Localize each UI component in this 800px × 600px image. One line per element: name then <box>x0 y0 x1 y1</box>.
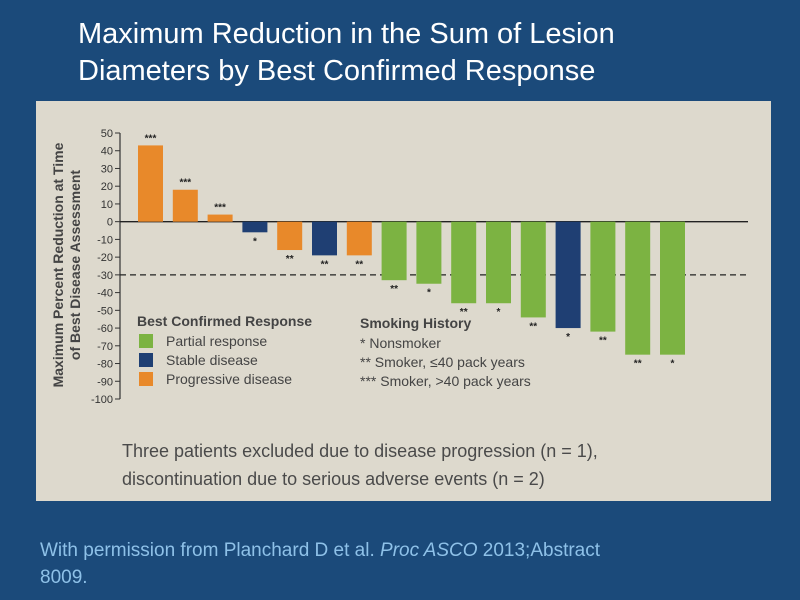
bar <box>625 221 651 355</box>
bars: ************ ** **** *** **** **** * <box>138 133 685 370</box>
y-tick-label: -90 <box>97 376 113 388</box>
bar <box>451 221 477 304</box>
citation: With permission from Planchard D et al. … <box>40 537 760 591</box>
y-tick-label: -60 <box>97 323 113 335</box>
y-tick-label: 20 <box>101 181 113 193</box>
footnote-line2: discontinuation due to serious adverse e… <box>122 469 545 489</box>
bar <box>590 221 616 332</box>
bar <box>138 145 163 222</box>
bar <box>381 221 407 281</box>
y-tick-label: -30 <box>97 270 113 282</box>
y-tick-label: -50 <box>97 305 113 317</box>
bar-smoking-label: * <box>497 307 501 318</box>
footnote: Three patients excluded due to disease p… <box>122 437 742 493</box>
bar-smoking-label: ** <box>321 259 329 270</box>
slide-title-line1: Maximum Reduction in the Sum of Lesion <box>78 18 615 50</box>
legend-response-item: Partial response <box>166 333 267 349</box>
bar-smoking-label: * <box>671 359 675 370</box>
bar <box>172 189 198 222</box>
citation-journal: Proc ASCO <box>380 540 478 561</box>
footnote-line1: Three patients excluded due to disease p… <box>122 441 598 461</box>
y-tick-label: -40 <box>97 288 113 300</box>
bar <box>207 214 233 222</box>
slide-title: Maximum Reduction in the Sum of Lesion D… <box>78 16 758 90</box>
bar <box>277 221 303 251</box>
citation-prefix: With permission from Planchard D et al. <box>40 540 381 561</box>
bar-smoking-label: ** <box>286 254 294 265</box>
bar <box>520 221 546 318</box>
bar <box>242 221 268 233</box>
bar <box>555 221 581 329</box>
y-tick-label: 40 <box>101 146 113 158</box>
legend-smoking-item: *** Smoker, >40 pack years <box>360 373 531 389</box>
y-axis-label-line1: Maximum Percent Reduction at Time <box>50 142 66 387</box>
legend-response-item: Stable disease <box>166 352 258 368</box>
legend-smoking-title: Smoking History <box>360 315 471 331</box>
bar-smoking-label: ** <box>460 307 468 318</box>
legend-smoking: Smoking History * Nonsmoker ** Smoker, ≤40… <box>360 315 531 389</box>
y-tick-label: 30 <box>101 163 113 175</box>
y-axis-label: Maximum Percent Reduction at Time of Bes… <box>50 142 83 387</box>
bar-smoking-label: * <box>566 332 570 343</box>
y-tick-label: 50 <box>101 128 113 140</box>
bar-smoking-label: ** <box>599 336 607 347</box>
slide-title-line2: Diameters by Best Confirmed Response <box>78 55 596 87</box>
legend-smoking-item: ** Smoker, ≤40 pack years <box>360 354 525 370</box>
bar-smoking-label: *** <box>145 133 157 144</box>
bar-smoking-label: ** <box>529 321 537 332</box>
citation-suffix: 2013;Abstract <box>477 540 601 561</box>
legend-smoking-item: * Nonsmoker <box>360 335 441 351</box>
bar <box>486 221 511 304</box>
bar-smoking-label: *** <box>214 203 226 214</box>
y-axis-label-line2: of Best Disease Assessment <box>67 170 83 360</box>
bar <box>416 221 442 284</box>
y-tick-label: -10 <box>97 234 113 246</box>
bar <box>312 221 337 256</box>
bar-smoking-label: ** <box>390 284 398 295</box>
legend-response: Best Confirmed Response Partial response S… <box>137 313 312 387</box>
y-tick-label: 10 <box>101 199 113 211</box>
y-tick-label: 0 <box>107 217 113 229</box>
bar-smoking-label: * <box>253 236 257 247</box>
bar-smoking-label: * <box>427 288 431 299</box>
y-tick-label: -20 <box>97 252 113 264</box>
bar-smoking-label: ** <box>355 259 363 270</box>
y-tick-label: -80 <box>97 359 113 371</box>
bar <box>660 221 685 355</box>
bar-smoking-label: ** <box>634 359 642 370</box>
y-tick-label: -100 <box>91 394 113 406</box>
bar-smoking-label: *** <box>179 178 191 189</box>
legend-swatch <box>139 353 153 367</box>
bar <box>346 221 372 256</box>
legend-response-title: Best Confirmed Response <box>137 313 312 329</box>
citation-line2: 8009. <box>40 567 88 588</box>
legend-swatch <box>139 372 153 386</box>
legend-response-item: Progressive disease <box>166 371 292 387</box>
legend-swatch <box>139 334 153 348</box>
y-tick-label: -70 <box>97 341 113 353</box>
